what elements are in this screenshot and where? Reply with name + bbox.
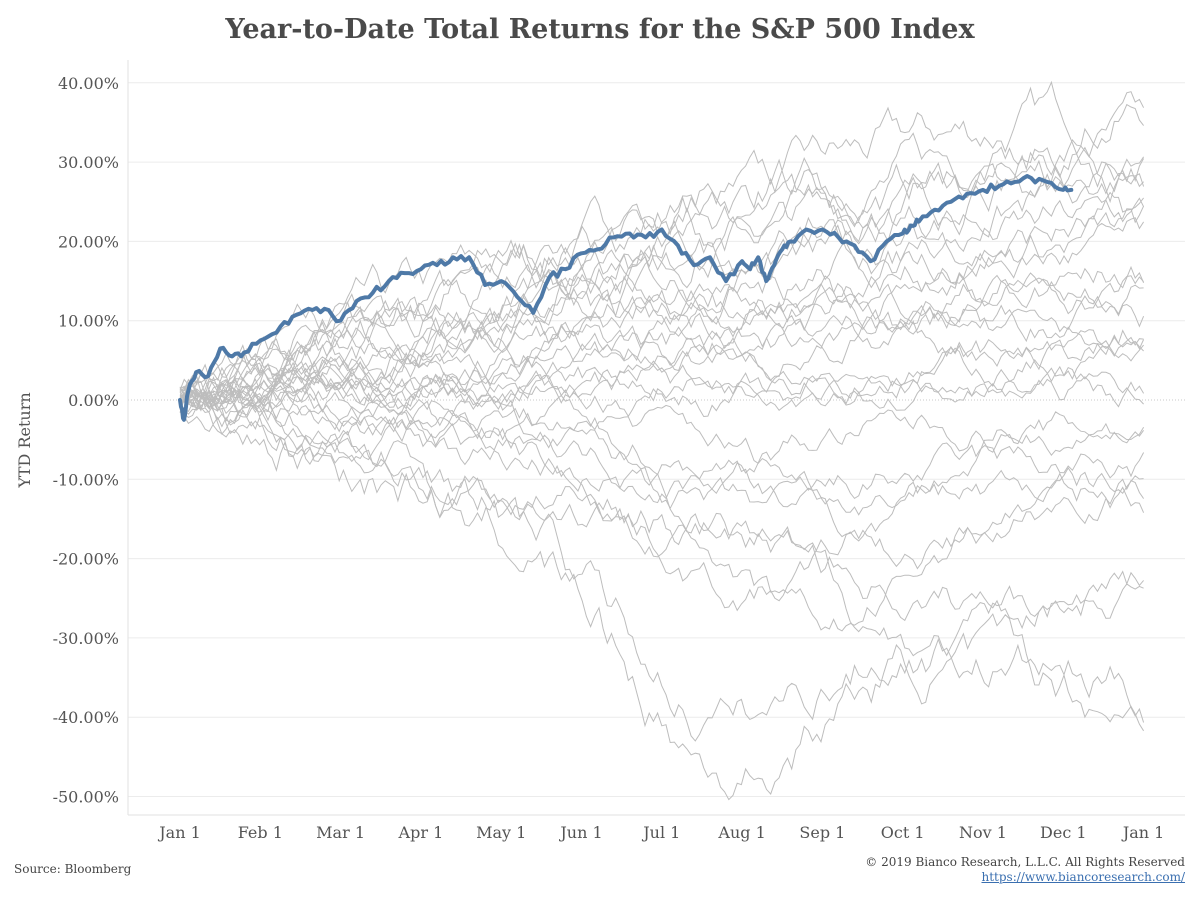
x-tick-label: Apr 1 (398, 823, 444, 842)
y-tick-label: 0.00% (68, 391, 119, 410)
background-series-line (179, 336, 1144, 412)
y-tick-label: -10.00% (53, 470, 119, 489)
x-tick-label: Aug 1 (717, 823, 765, 842)
x-tick-labels: Jan 1 Feb 1 Mar 1 Apr 1 May 1 Jun 1 Jul 1 Aug 1… (157, 823, 1164, 842)
chart-title: Year-to-Date Total Returns for the S&P 5… (225, 14, 975, 45)
x-tick-label: Dec 1 (1040, 823, 1087, 842)
background-series-line (179, 365, 1145, 418)
x-tick-label: Oct 1 (881, 823, 925, 842)
highlight-series-line (178, 174, 1074, 422)
x-tick-label: Jan 1 (157, 823, 201, 842)
background-series-line (179, 405, 1145, 632)
background-series-line (179, 389, 1145, 801)
background-series-line (179, 217, 1145, 411)
background-series-group (179, 80, 1145, 801)
x-tick-label: May 1 (476, 823, 526, 842)
y-tick-label: 10.00% (58, 312, 119, 331)
source-note: Source: Bloomberg (14, 862, 132, 876)
y-axis-label: YTD Return (15, 392, 34, 488)
background-series-line (179, 196, 1145, 410)
background-series-line (179, 385, 1145, 504)
y-tick-label: 30.00% (58, 153, 119, 172)
x-tick-label: Jun 1 (558, 823, 602, 842)
background-series-line (179, 393, 1145, 516)
background-series-line (179, 308, 1144, 410)
background-series-line (179, 272, 1144, 406)
highlight-series-group (178, 174, 1074, 422)
x-tick-label: Jan 1 (1121, 823, 1165, 842)
y-tick-label: -20.00% (53, 550, 119, 569)
gridlines (128, 82, 1185, 797)
axes (127, 60, 1185, 816)
x-tick-label: Mar 1 (316, 823, 365, 842)
copyright-block: © 2019 Bianco Research, L.L.C. All Right… (865, 855, 1185, 884)
background-series-line (179, 267, 1144, 412)
x-tick-label: Feb 1 (238, 823, 283, 842)
background-series-line (179, 399, 1145, 510)
background-series-line (179, 146, 1145, 410)
background-series-line (179, 191, 1144, 412)
background-series-line (179, 162, 1145, 413)
y-tick-label: 20.00% (58, 232, 119, 251)
y-tick-label: -50.00% (53, 788, 119, 807)
background-series-line (179, 382, 1144, 612)
background-series-line (180, 375, 1144, 657)
y-tick-label: -30.00% (53, 629, 119, 648)
background-series-line (179, 388, 1145, 742)
background-series-line (179, 295, 1145, 405)
background-series-line (179, 205, 1145, 408)
x-tick-label: Nov 1 (959, 823, 1007, 842)
x-tick-label: Sep 1 (799, 823, 845, 842)
website-link[interactable]: https://www.biancoresearch.com/ (981, 870, 1185, 884)
background-series-line (179, 364, 1144, 405)
x-tick-label: Jul 1 (641, 823, 680, 842)
copyright-text: © 2019 Bianco Research, L.L.C. All Right… (865, 855, 1185, 869)
y-tick-labels: 40.00% 30.00% 20.00% 10.00% 0.00% -10.00% -20.… (53, 74, 119, 807)
y-tick-label: 40.00% (58, 74, 119, 93)
y-tick-label: -40.00% (53, 708, 119, 727)
background-series-line (179, 396, 1144, 630)
